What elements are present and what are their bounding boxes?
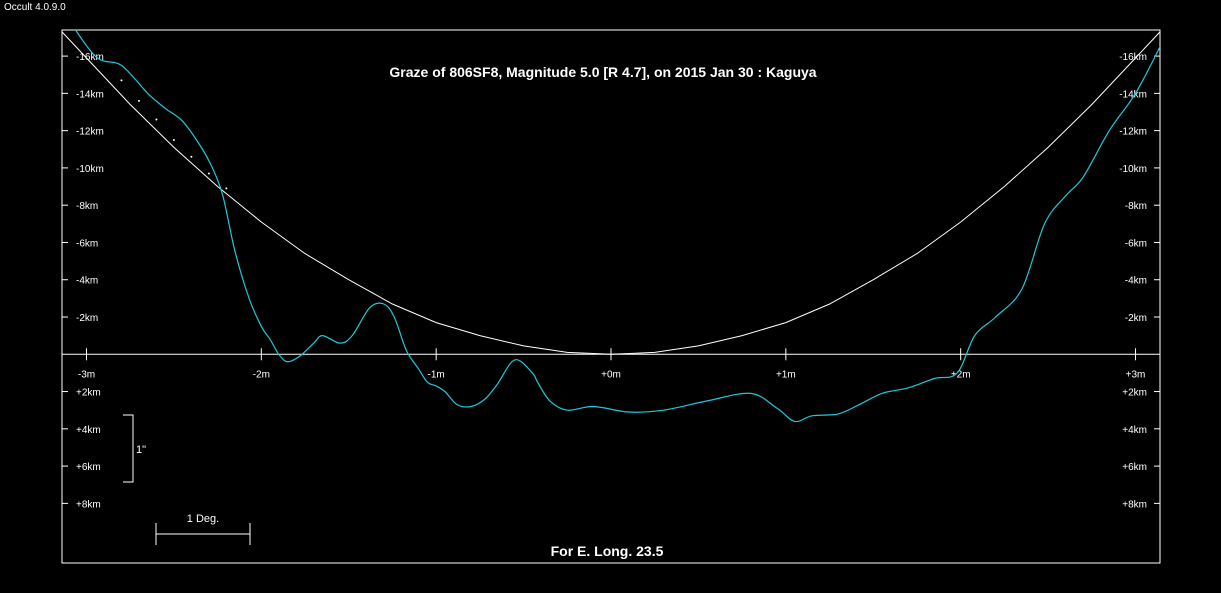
mean-limb-curve (62, 31, 1160, 355)
y-tick-label-left: -12km (76, 127, 104, 138)
horizontal-scale-label: 1 Deg. (187, 513, 219, 525)
y-tick-label-right: +4km (1122, 425, 1147, 436)
y-tick-label-left: +8km (76, 499, 101, 510)
vertical-scale-label: 1" (136, 444, 146, 456)
x-tick-label: +3m (1126, 369, 1146, 380)
limb-dot (120, 79, 123, 82)
y-tick-label-left: +4km (76, 425, 101, 436)
y-tick-label-left: -14km (76, 89, 104, 100)
axis-ticks: -3m -2m -1m +0m +1m +2m +3m -16km -16km -14km -14k… (62, 52, 1160, 510)
y-tick-label-left: -10km (76, 164, 104, 175)
y-tick-label-right: -8km (1125, 201, 1147, 212)
y-tick-label-right: -2km (1125, 313, 1147, 324)
y-tick-label-left: -2km (76, 313, 98, 324)
x-tick-label: +0m (601, 369, 621, 380)
chart-title: Graze of 806SF8, Magnitude 5.0 [R 4.7], … (389, 64, 816, 80)
y-tick-label-right: -16km (1119, 52, 1147, 63)
y-tick-label-right: -6km (1125, 238, 1147, 249)
y-tick-label-right: -10km (1119, 164, 1147, 175)
x-tick-label: -2m (253, 369, 270, 380)
y-tick-label-right: +2km (1122, 388, 1147, 399)
limb-dot (190, 155, 193, 158)
y-tick-label-right: -12km (1119, 127, 1147, 138)
y-tick-label-right: +8km (1122, 499, 1147, 510)
limb-dot (207, 172, 210, 175)
limb-dot (155, 118, 158, 121)
window-title: Occult 4.0.9.0 (4, 2, 66, 13)
y-tick-label-left: -16km (76, 52, 104, 63)
x-tick-label: +1m (776, 369, 796, 380)
x-tick-label: -3m (78, 369, 95, 380)
y-tick-label-right: -14km (1119, 89, 1147, 100)
y-tick-label-left: -6km (76, 238, 98, 249)
y-tick-label-right: -4km (1125, 276, 1147, 287)
plot-frame (61, 29, 1161, 564)
limb-dot (225, 187, 228, 190)
lunar-limb-profile-line (74, 30, 1160, 423)
x-tick-label: -1m (428, 369, 445, 380)
scale-bars: 1" 1 Deg. (123, 414, 251, 545)
y-tick-label-right: +6km (1122, 462, 1147, 473)
x-tick-label: +2m (951, 369, 971, 380)
y-tick-label-left: -4km (76, 276, 98, 287)
y-tick-label-left: -8km (76, 201, 98, 212)
y-tick-label-left: +6km (76, 462, 101, 473)
data-series (62, 30, 1160, 423)
limb-dot (172, 138, 175, 141)
y-tick-label-left: +2km (76, 388, 101, 399)
limb-dot (137, 99, 140, 102)
horizontal-scale-bar (155, 523, 251, 545)
vertical-scale-bar (123, 414, 134, 483)
longitude-footer: For E. Long. 23.5 (551, 543, 664, 559)
